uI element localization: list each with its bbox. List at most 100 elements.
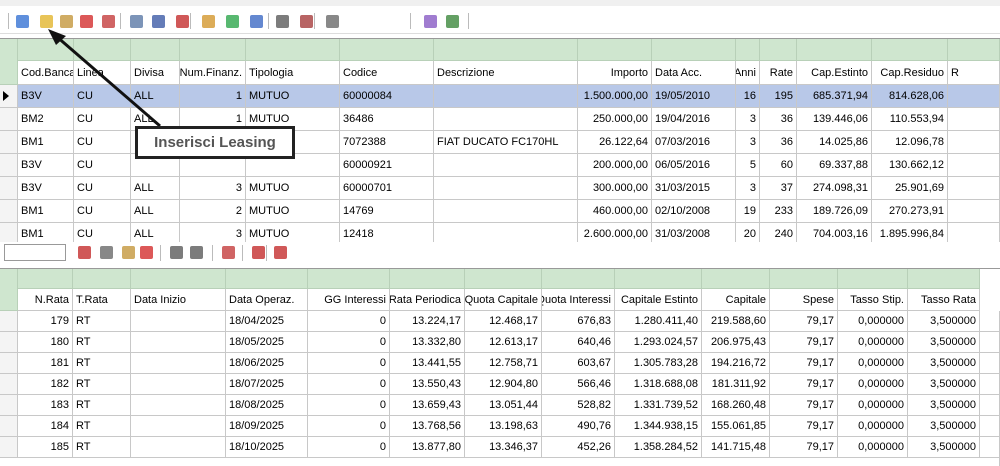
grid-cell[interactable]: 13.346,37 <box>465 437 542 458</box>
grid-cell[interactable] <box>180 154 246 177</box>
grid-cell[interactable]: 189.726,09 <box>797 200 872 223</box>
grid-cell[interactable] <box>434 223 578 242</box>
grid-cell[interactable]: 3,500000 <box>908 353 980 374</box>
grid-cell[interactable]: 141.715,48 <box>702 437 770 458</box>
grid-cell[interactable]: 2.600.000,00 <box>578 223 652 242</box>
grid-cell[interactable]: 1.293.024,57 <box>615 332 702 353</box>
grid-cell[interactable]: 1.280.411,40 <box>615 311 702 332</box>
grid-cell[interactable]: 200.000,00 <box>578 154 652 177</box>
grid-cell[interactable]: 0,000000 <box>838 311 908 332</box>
grid-cell[interactable]: 1.358.284,52 <box>615 437 702 458</box>
grid-cell[interactable] <box>434 177 578 200</box>
grid-cell[interactable]: 250.000,00 <box>578 108 652 131</box>
grid-cell[interactable]: 0 <box>308 332 390 353</box>
toolbar-button[interactable] <box>100 246 113 259</box>
grid-cell[interactable]: 12.096,78 <box>872 131 948 154</box>
grid-cell[interactable]: MUTUO <box>246 200 340 223</box>
grid-cell[interactable]: 0 <box>308 416 390 437</box>
grid-cell[interactable]: 12.904,80 <box>465 374 542 395</box>
grid-cell[interactable]: 300.000,00 <box>578 177 652 200</box>
grid-cell[interactable]: 13.877,80 <box>390 437 465 458</box>
grid-cell[interactable]: 20 <box>736 223 760 242</box>
grid-cell[interactable]: 07/03/2016 <box>652 131 736 154</box>
grid-cell[interactable]: RT <box>73 332 131 353</box>
toolbar-button[interactable] <box>16 15 29 28</box>
grid-cell[interactable]: 12.468,17 <box>465 311 542 332</box>
grid-cell[interactable]: 0 <box>308 374 390 395</box>
grid-cell[interactable]: CU <box>74 85 131 108</box>
grid-cell[interactable]: ALL <box>131 223 180 242</box>
grid-cell[interactable]: 12418 <box>340 223 434 242</box>
grid-cell[interactable]: 3,500000 <box>908 332 980 353</box>
grid-cell[interactable]: 60000701 <box>340 177 434 200</box>
grid-cell[interactable]: 1.344.938,15 <box>615 416 702 437</box>
grid-cell[interactable]: 206.975,43 <box>702 332 770 353</box>
grid-cell[interactable]: 460.000,00 <box>578 200 652 223</box>
grid-cell[interactable]: 0,000000 <box>838 416 908 437</box>
toolbar-button[interactable] <box>60 15 73 28</box>
grid-cell[interactable]: 0 <box>308 353 390 374</box>
grid-cell[interactable]: 155.061,85 <box>702 416 770 437</box>
grid-cell[interactable]: 60 <box>760 154 797 177</box>
grid-cell[interactable]: 79,17 <box>770 311 838 332</box>
toolbar-button[interactable] <box>170 246 183 259</box>
grid-cell[interactable]: 274.098,31 <box>797 177 872 200</box>
toolbar-button[interactable] <box>190 246 203 259</box>
grid-cell[interactable]: 18/08/2025 <box>226 395 308 416</box>
grid-cell[interactable]: 18/05/2025 <box>226 332 308 353</box>
grid-cell[interactable]: RT <box>73 416 131 437</box>
grid-cell[interactable]: 452,26 <box>542 437 615 458</box>
grid-cell[interactable] <box>434 85 578 108</box>
grid-cell[interactable]: BM1 <box>18 200 74 223</box>
grid-cell[interactable]: 25.901,69 <box>872 177 948 200</box>
grid-cell[interactable]: 1.500.000,00 <box>578 85 652 108</box>
grid-cell[interactable]: 3 <box>180 177 246 200</box>
grid-cell[interactable] <box>434 154 578 177</box>
grid-cell[interactable]: 79,17 <box>770 332 838 353</box>
grid-cell[interactable]: CU <box>74 200 131 223</box>
toolbar-button[interactable] <box>274 246 287 259</box>
grid-cell[interactable]: 179 <box>18 311 73 332</box>
grid-cell[interactable]: MUTUO <box>246 223 340 242</box>
grid-cell[interactable]: 13.051,44 <box>465 395 542 416</box>
grid-cell[interactable]: 0,000000 <box>838 353 908 374</box>
grid-cell[interactable]: 110.553,94 <box>872 108 948 131</box>
grid-cell[interactable]: 1 <box>180 85 246 108</box>
grid-cell[interactable]: RT <box>73 353 131 374</box>
grid-cell[interactable]: 12.613,17 <box>465 332 542 353</box>
grid-cell[interactable]: 26.122,64 <box>578 131 652 154</box>
grid-cell[interactable]: B3V <box>18 154 74 177</box>
grid-cell[interactable]: 3,500000 <box>908 437 980 458</box>
toolbar-button[interactable] <box>130 15 143 28</box>
grid-cell[interactable]: B3V <box>18 177 74 200</box>
grid-cell[interactable]: 640,46 <box>542 332 615 353</box>
grid-cell[interactable]: 12.758,71 <box>465 353 542 374</box>
grid-cell[interactable]: 18/07/2025 <box>226 374 308 395</box>
grid-cell[interactable]: 3,500000 <box>908 395 980 416</box>
grid-cell[interactable]: 185 <box>18 437 73 458</box>
grid-cell[interactable]: 3,500000 <box>908 374 980 395</box>
grid-cell[interactable]: 0,000000 <box>838 374 908 395</box>
grid-cell[interactable]: 60000084 <box>340 85 434 108</box>
grid-cell[interactable]: 37 <box>760 177 797 200</box>
grid-cell[interactable]: FIAT DUCATO FC170HL <box>434 131 578 154</box>
toolbar-button[interactable] <box>202 15 215 28</box>
grid-cell[interactable]: 18/04/2025 <box>226 311 308 332</box>
grid-cell[interactable]: ALL <box>131 85 180 108</box>
grid-cell[interactable]: 36486 <box>340 108 434 131</box>
grid-cell[interactable]: 130.662,12 <box>872 154 948 177</box>
grid-cell[interactable] <box>131 416 226 437</box>
grid-cell[interactable]: 13.441,55 <box>390 353 465 374</box>
grid-cell[interactable]: 79,17 <box>770 353 838 374</box>
grid-cell[interactable]: 3 <box>736 131 760 154</box>
toolbar-button[interactable] <box>250 15 263 28</box>
grid-cell[interactable]: 02/10/2008 <box>652 200 736 223</box>
grid-cell[interactable]: 1.895.996,84 <box>872 223 948 242</box>
toolbar-button[interactable] <box>122 246 135 259</box>
grid-cell[interactable]: 16 <box>736 85 760 108</box>
grid-cell[interactable] <box>131 437 226 458</box>
toolbar-button[interactable] <box>40 15 53 28</box>
grid-cell[interactable]: ALL <box>131 200 180 223</box>
grid-cell[interactable]: 0 <box>308 395 390 416</box>
grid-cell[interactable]: BM2 <box>18 108 74 131</box>
